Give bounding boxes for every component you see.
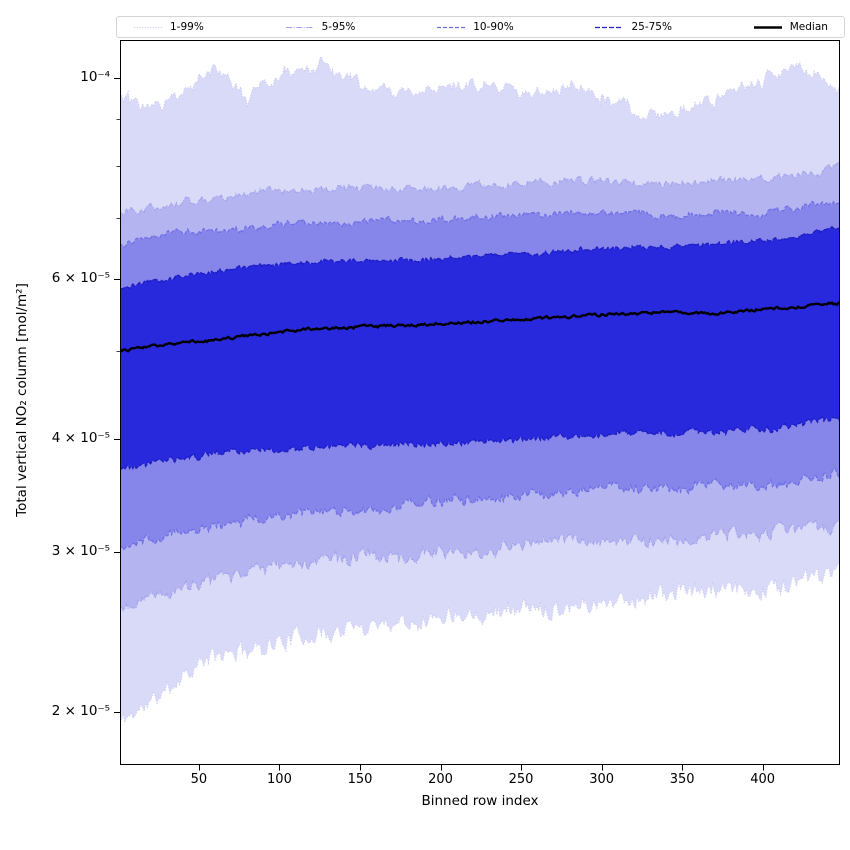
- legend-label: 25-75%: [631, 21, 672, 33]
- x-tick-label: 100: [267, 772, 292, 787]
- legend-line-sample-icon: [134, 26, 162, 28]
- legend-label: 10-90%: [473, 21, 514, 33]
- y-tick-label: 4 × 10⁻⁵: [51, 429, 110, 446]
- legend-label: 1-99%: [170, 21, 204, 33]
- x-tick-label: 350: [669, 772, 695, 787]
- y-axis-label: Total vertical NO₂ column [mol/m²]: [14, 283, 30, 517]
- legend-item: 5-95%: [285, 21, 356, 33]
- x-tick-label: 200: [428, 772, 453, 787]
- y-tick-label: 2 × 10⁻⁵: [51, 703, 110, 720]
- x-tick-label: 400: [750, 772, 776, 787]
- legend: 1-99% 5-95% 10-90% 25-75% Median: [116, 16, 845, 38]
- legend-item: 25-75%: [594, 21, 672, 33]
- x-tick-label: 250: [508, 772, 534, 787]
- legend-label: Median: [789, 21, 828, 33]
- legend-item: Median: [753, 21, 828, 33]
- x-axis-label: Binned row index: [421, 793, 539, 809]
- x-tick-label: 300: [589, 772, 615, 787]
- y-tick-label: 6 × 10⁻⁵: [51, 270, 110, 287]
- legend-line-sample-icon: [437, 26, 466, 28]
- x-tick-label: 50: [190, 772, 208, 787]
- y-tick-label: 3 × 10⁻⁵: [51, 543, 110, 560]
- x-tick-label: 150: [347, 772, 373, 787]
- legend-item: 10-90%: [436, 21, 514, 33]
- legend-line-sample-icon: [595, 26, 624, 28]
- y-tick-label: 10⁻⁴: [80, 68, 110, 85]
- legend-line-sample-icon: [285, 26, 314, 28]
- legend-item: 1-99%: [133, 21, 204, 33]
- legend-label: 5-95%: [321, 21, 356, 33]
- legend-line-sample-icon: [753, 25, 782, 29]
